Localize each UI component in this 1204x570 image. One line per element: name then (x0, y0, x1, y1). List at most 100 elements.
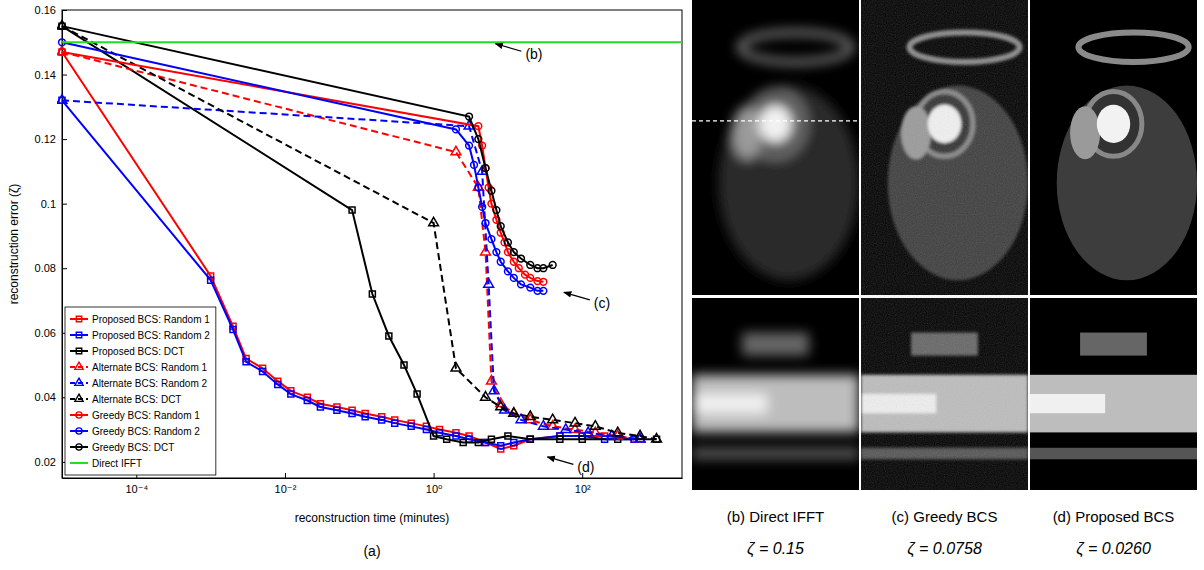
annotations: (b)(c)(d) (495, 44, 610, 476)
legend-box (65, 307, 216, 475)
legend-swatch (70, 398, 88, 400)
series-marker (496, 401, 506, 410)
series-marker (515, 265, 522, 272)
image-background (692, 0, 859, 295)
profile-band (692, 448, 859, 460)
image-rv (1070, 106, 1100, 159)
series-marker (489, 385, 499, 394)
image-noise (861, 0, 1028, 490)
image-error: ζ = 0.15 (747, 540, 804, 558)
annotation-label: (d) (577, 459, 594, 475)
profile-band (1030, 394, 1105, 413)
profile-band (1080, 333, 1147, 356)
legend-marker (75, 362, 83, 369)
image-content (1030, 0, 1197, 490)
x-tick-label: 10² (575, 483, 591, 495)
legend-label: Greedy BCS: DCT (92, 442, 174, 453)
x-axis: 10⁻⁴10⁻²10⁰10² (63, 473, 683, 495)
series-line (62, 26, 657, 442)
x-tick-label: 10⁻² (275, 483, 297, 495)
series-marker (579, 436, 585, 442)
series-marker (540, 287, 547, 294)
series-marker (59, 23, 66, 30)
legend-marker (76, 316, 81, 321)
series-marker (527, 275, 534, 282)
series-marker (57, 46, 67, 55)
y-tick: 0.1 (41, 198, 67, 210)
legend-marker (76, 444, 82, 450)
series-marker (549, 262, 556, 269)
series-marker (482, 220, 489, 227)
series-marker (505, 268, 512, 275)
series-marker (59, 49, 66, 56)
x-tick: 10⁻⁴ (125, 473, 148, 495)
series-marker (429, 217, 439, 226)
image-content (861, 0, 1028, 490)
legend: Proposed BCS: Random 1Proposed BCS: Rand… (65, 307, 216, 475)
image-panel: (b) Direct IFFTζ = 0.15 (692, 0, 859, 558)
series-marker (510, 258, 517, 265)
annotation-label: (c) (594, 295, 610, 311)
series-marker (471, 162, 478, 169)
annotation-arrow (547, 457, 573, 465)
series-marker (349, 207, 355, 213)
series-line (62, 100, 640, 439)
plot-background (62, 10, 682, 478)
series-marker (451, 363, 461, 372)
series-marker (527, 262, 534, 269)
legend-label: Proposed BCS: DCT (92, 346, 184, 357)
series-marker (548, 414, 558, 423)
series-marker (466, 113, 473, 120)
panel-caption: (a) (363, 543, 380, 559)
series-marker (527, 284, 534, 291)
series-marker (484, 279, 494, 288)
series-marker (349, 410, 355, 416)
series-marker (414, 391, 420, 397)
legend-marker (75, 378, 83, 385)
profile-band (1030, 448, 1197, 460)
series-line (62, 52, 543, 282)
series-marker (451, 146, 461, 155)
series-marker (570, 417, 580, 426)
series-marker (260, 368, 266, 374)
image-anatomy (1057, 32, 1197, 280)
series-marker (334, 407, 340, 413)
series-marker (557, 436, 563, 442)
image-rv (732, 106, 762, 159)
series-marker (510, 249, 517, 256)
series-marker (208, 277, 214, 283)
legend-swatch (70, 446, 88, 448)
legend-marker (76, 332, 81, 337)
series-marker (613, 427, 623, 436)
x-tick-mark (285, 473, 286, 478)
series-marker (475, 439, 481, 445)
legend-label: Direct IFFT (92, 458, 142, 469)
series-marker (493, 207, 500, 214)
y-tick-label: 0.12 (35, 133, 56, 145)
series-marker (518, 255, 525, 262)
series-marker (479, 203, 486, 210)
series-marker (488, 436, 494, 442)
series-marker (379, 417, 385, 423)
legend-swatch (70, 318, 88, 320)
y-tick-mark (62, 204, 67, 205)
series-marker (475, 123, 482, 130)
series-marker (525, 411, 535, 420)
series-marker (497, 258, 504, 265)
series-line (62, 52, 640, 439)
series-marker (482, 165, 489, 172)
series-marker (538, 421, 548, 430)
figure: 10⁻⁴10⁻²10⁰10²0.020.040.060.080.10.120.1… (0, 0, 1204, 570)
profile-line (692, 120, 859, 121)
image-error: ζ = 0.0758 (907, 540, 982, 558)
image-body (1057, 86, 1197, 281)
series-marker (652, 434, 662, 443)
image-background (692, 298, 859, 490)
y-tick-mark (62, 268, 67, 269)
series-marker (230, 327, 236, 333)
image-panel: (c) Greedy BCSζ = 0.0758 (861, 0, 1028, 558)
image-content (692, 0, 859, 490)
series-marker (243, 359, 249, 365)
legend-label: Alternate BCS: Random 2 (92, 378, 207, 389)
series-marker (466, 436, 472, 442)
